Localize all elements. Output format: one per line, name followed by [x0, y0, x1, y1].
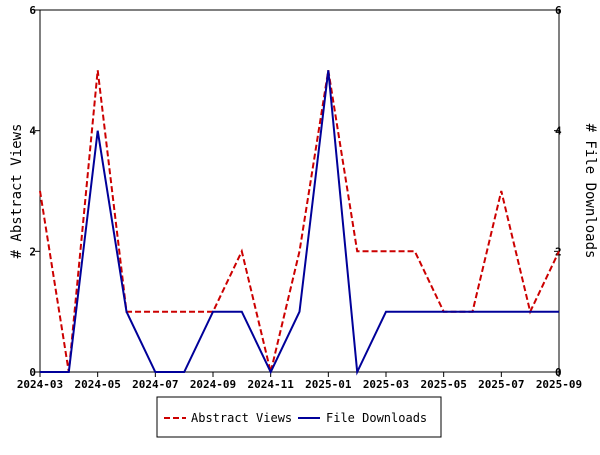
x-tick-label: 2024-05 [74, 378, 120, 391]
legend-label-file-downloads: File Downloads [326, 411, 427, 425]
series-layer [39, 70, 560, 376]
y-axis-left: 0 2 4 6 [29, 4, 40, 379]
x-tick-label: 2025-07 [478, 378, 524, 391]
x-tick-label: 2025-03 [363, 378, 409, 391]
legend-label-abstract-views: Abstract Views [191, 411, 292, 425]
y-axis-left-title: # Abstract Views [9, 124, 25, 259]
x-tick-label: 2025-05 [420, 378, 466, 391]
y-tick-label-left: 6 [29, 4, 36, 17]
x-tick-label: 2024-03 [17, 378, 63, 391]
y-axis-right-title: # File Downloads [582, 124, 598, 259]
y-tick-label-right: 4 [555, 125, 562, 138]
legend: Abstract Views File Downloads [156, 396, 442, 438]
x-tick-label: 2024-11 [247, 378, 294, 391]
x-tick-label: 2025-01 [305, 378, 352, 391]
y-tick-label-right: 6 [555, 4, 562, 17]
x-tick-label: 2024-09 [190, 378, 236, 391]
y-tick-label-left: 2 [29, 245, 36, 258]
x-tick-label: 2025-09 [536, 378, 582, 391]
y-tick-label-left: 4 [29, 125, 36, 138]
y-tick-label-right: 0 [555, 366, 562, 379]
y-tick-label-left: 0 [29, 366, 36, 379]
series-line-file-downloads [40, 70, 559, 376]
plot-area [39, 9, 560, 373]
x-axis: 2024-03 2024-05 2024-07 2024-09 2024-11 2025-… [17, 372, 582, 391]
x-tick-label: 2024-07 [132, 378, 178, 391]
